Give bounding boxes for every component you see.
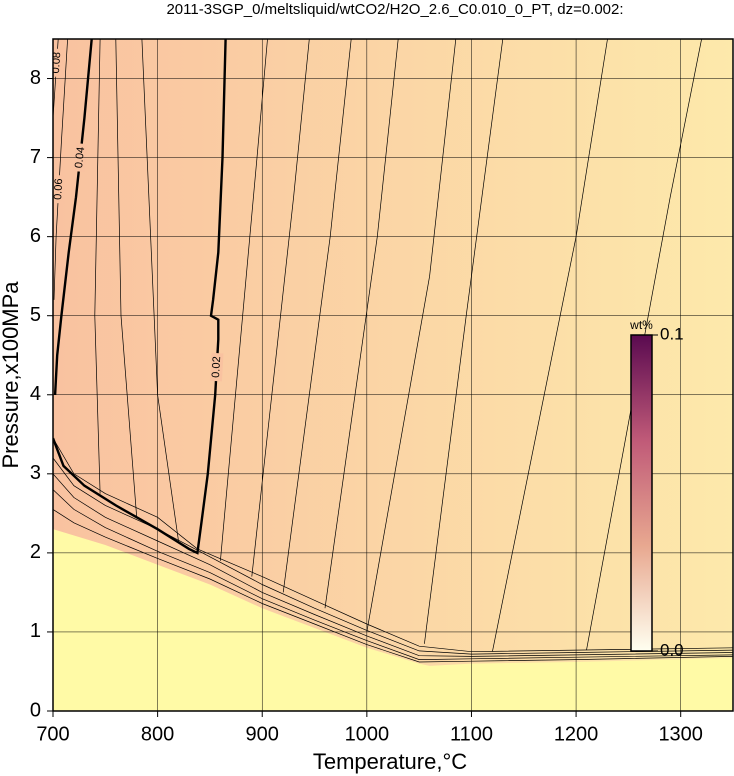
x-axis-label: Temperature,°C xyxy=(313,749,467,774)
x-tick-label: 1300 xyxy=(658,723,703,745)
y-tick-label: 6 xyxy=(30,225,41,247)
colorbar-title: wt% xyxy=(629,318,653,332)
contour-label: 0.08 xyxy=(50,52,63,74)
contour-label: 0.06 xyxy=(52,178,65,200)
colorbar-tick-label: 0.0 xyxy=(660,640,684,659)
contour-line xyxy=(53,509,733,663)
plot-frame xyxy=(52,38,734,712)
y-tick-label: 8 xyxy=(30,67,41,89)
contour-label: 0.02 xyxy=(210,356,223,378)
x-tick-label: 1100 xyxy=(450,723,493,745)
x-tick-label: 700 xyxy=(36,723,69,745)
contour-line xyxy=(53,457,733,655)
y-tick-label: 2 xyxy=(30,541,41,563)
colorbar-tick-label: 0.1 xyxy=(660,324,684,343)
colorbar xyxy=(630,334,653,652)
y-tick-label: 3 xyxy=(30,462,41,484)
chart-title: 2011-3SGP_0/meltsliquid/wtCO2/H2O_2.6_C0… xyxy=(166,1,623,18)
contour-line xyxy=(53,489,733,660)
contour-label-group: 0.08 xyxy=(50,48,64,78)
y-tick-label: 5 xyxy=(30,304,41,326)
contour-line xyxy=(251,39,310,577)
contour-label-group: 0.02 xyxy=(209,352,224,382)
y-tick-label: 7 xyxy=(30,146,41,168)
low-region xyxy=(53,529,733,711)
contour-line xyxy=(586,39,702,651)
contour-line xyxy=(366,39,457,632)
contour-line xyxy=(53,438,733,653)
y-axis-label: Pressure,x100MPa xyxy=(0,281,23,469)
x-tick-label: 800 xyxy=(141,723,174,745)
contour-label-bg xyxy=(53,174,66,204)
contour-label-group: 0.06 xyxy=(52,174,66,204)
y-tick-label: 4 xyxy=(30,383,41,405)
x-tick-label: 900 xyxy=(246,723,279,745)
x-tick-label: 1000 xyxy=(345,723,390,745)
y-tick-label: 1 xyxy=(30,620,41,642)
contour-line xyxy=(53,39,93,395)
x-tick-label: 1200 xyxy=(554,723,599,745)
y-tick-label: 0 xyxy=(30,699,41,721)
contour-line xyxy=(53,473,733,657)
axes: 700 800 900 1000 1100 1200 1300 0 1 2 3 4 5 6 7 8 wt% 0.0… xyxy=(30,38,734,745)
contour-label-bg xyxy=(209,352,224,382)
plot-area: 0.020.040.060.08 xyxy=(50,39,733,711)
